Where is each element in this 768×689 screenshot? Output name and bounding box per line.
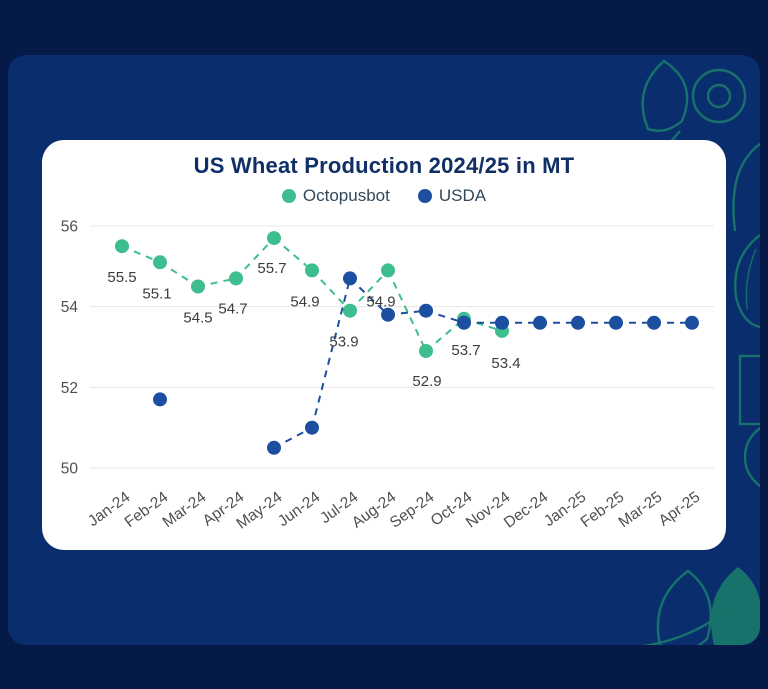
svg-text:Mar-24: Mar-24: [160, 488, 210, 531]
svg-text:55.5: 55.5: [107, 269, 136, 286]
decor-arc-top-right-icon: [732, 142, 760, 232]
svg-text:Jun-24: Jun-24: [275, 488, 324, 530]
svg-text:Dec-24: Dec-24: [501, 488, 552, 531]
decor-leaf-bottom-outline-icon: [656, 569, 712, 645]
legend-item-octopusbot: Octopusbot: [281, 186, 390, 206]
brand-panel: US Wheat Production 2024/25 in MT Octopu…: [8, 55, 760, 645]
decor-ring-inner-icon: [706, 83, 732, 109]
svg-text:53.7: 53.7: [451, 342, 480, 359]
legend-item-usda: USDA: [417, 186, 487, 206]
svg-text:55.1: 55.1: [142, 285, 171, 302]
svg-text:53.9: 53.9: [329, 334, 358, 351]
decor-square-icon: [738, 354, 760, 426]
svg-text:50: 50: [61, 461, 79, 478]
svg-text:54.7: 54.7: [218, 300, 247, 317]
svg-text:54.5: 54.5: [183, 310, 212, 327]
svg-text:54.9: 54.9: [290, 293, 319, 310]
svg-text:52: 52: [61, 380, 78, 397]
svg-text:52.9: 52.9: [412, 373, 441, 390]
chart-card: US Wheat Production 2024/25 in MT Octopu…: [42, 140, 726, 550]
svg-text:53.4: 53.4: [491, 355, 520, 372]
decor-leaf-bottom-filled-icon: [711, 567, 760, 645]
svg-text:Mar-25: Mar-25: [616, 488, 666, 531]
octopusbot-legend-marker-icon: [281, 189, 296, 203]
svg-text:Apr-25: Apr-25: [656, 488, 704, 529]
chart-title: US Wheat Production 2024/25 in MT: [193, 153, 575, 178]
decor-leaf-top-icon: [641, 59, 689, 132]
chart-legend: Octopusbot USDA: [42, 186, 726, 206]
decor-ring-outer-icon: [691, 68, 747, 124]
usda-legend-marker-icon: [417, 189, 432, 203]
decor-circle-right-icon: [743, 426, 760, 488]
svg-text:56: 56: [61, 219, 78, 236]
svg-text:Sep-24: Sep-24: [387, 488, 438, 531]
decor-leaf-vein-icon: [745, 248, 757, 310]
svg-text:54.9: 54.9: [366, 293, 395, 310]
wheat-production-line-chart: 50525456Jan-24Feb-24Mar-24Apr-24May-24Ju…: [61, 219, 714, 533]
decor-leaf-mid-icon: [734, 234, 760, 329]
svg-text:55.7: 55.7: [257, 260, 286, 277]
decor-stem-bottom-icon: [641, 596, 743, 645]
legend-label-usda: USDA: [438, 186, 487, 205]
svg-text:54: 54: [61, 299, 79, 316]
legend-label-octopusbot: Octopusbot: [302, 186, 390, 205]
